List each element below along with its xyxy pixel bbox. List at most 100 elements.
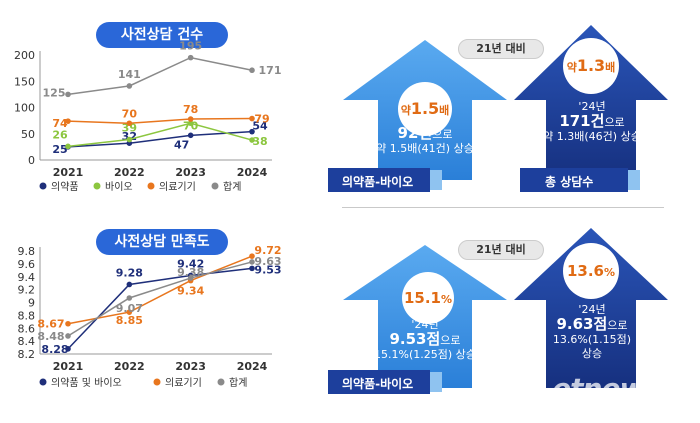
data-point: [249, 259, 255, 265]
y-tick-label: 9.8: [18, 245, 36, 258]
data-label: 8.48: [37, 330, 64, 343]
data-point: [65, 320, 71, 327]
label-bar-top-left: [328, 168, 430, 192]
label-bottom-left: 의약품-바이오: [342, 377, 414, 391]
data-label: 70: [183, 119, 199, 132]
data-point: [187, 275, 194, 281]
text-top-right: '24년 171건으로 약 1.3배(46건) 상승: [543, 100, 641, 143]
legend-label: 의료기기: [165, 377, 202, 389]
data-point: [126, 136, 133, 143]
data-point: [249, 137, 255, 143]
data-label: 195: [179, 40, 202, 53]
y-tick-label: 200: [14, 49, 35, 62]
data-point: [126, 281, 133, 288]
text-bottom-right: '24년 9.63점으로 13.6%(1.15점) 상승: [552, 303, 632, 360]
data-label: 39: [122, 122, 137, 135]
y-tick-label: 8.6: [18, 322, 36, 335]
x-tick-label: 2022: [114, 166, 145, 179]
data-label: 47: [174, 138, 189, 151]
y-tick-label: 9.2: [18, 284, 36, 297]
watermark-logo: etnews: [552, 372, 661, 405]
section-divider: [342, 207, 664, 208]
y-tick-label: 8.2: [18, 348, 36, 361]
label-top-left: 의약품-바이오: [342, 175, 414, 189]
y-tick-label: 8.8: [18, 309, 36, 322]
compare-badge-top: 21년 대비: [458, 39, 544, 59]
data-label: 9.53: [254, 263, 281, 276]
data-point: [187, 116, 194, 122]
data-label: 8.28: [41, 343, 68, 356]
legend-marker: [211, 182, 219, 190]
data-point: [65, 91, 71, 98]
data-label: 38: [252, 135, 267, 148]
label-bar-bottom-left: [328, 370, 430, 394]
data-label: 141: [118, 68, 141, 81]
chart2-title: 사전상담 만족도: [96, 229, 228, 255]
legend-label: 의약품: [51, 181, 79, 193]
data-label: 9.07: [116, 302, 143, 315]
data-label: 25: [52, 143, 67, 156]
data-point: [187, 132, 194, 139]
x-tick-label: 2023: [175, 360, 206, 373]
series-line-1: [67, 122, 253, 148]
data-label: 74: [52, 117, 68, 130]
data-label: 78: [183, 103, 198, 116]
label-bar-top-right: [520, 168, 628, 192]
series-line-2: [67, 117, 253, 125]
data-label: 171: [259, 64, 282, 77]
badge-top-left: 약1.5배: [398, 82, 452, 136]
data-label: 9.28: [116, 266, 143, 279]
text-bottom-left: '24년 9.53점으로 15.1%(1.25점) 상승: [374, 318, 476, 361]
legend-label: 바이오: [105, 181, 133, 193]
y-tick-label: 8.4: [18, 335, 36, 348]
data-label: 54: [252, 120, 268, 133]
data-label: 9.72: [254, 244, 281, 257]
x-tick-label: 2022: [114, 360, 145, 373]
x-tick-label: 2023: [175, 166, 206, 179]
data-point: [65, 333, 71, 339]
text-top-left: '24년 92건으로 약 1.5배(41건) 상승: [376, 112, 474, 155]
series-line-2: [67, 261, 253, 337]
data-label: 70: [122, 107, 138, 120]
legend-marker: [39, 378, 47, 386]
data-point: [249, 253, 255, 259]
legend-marker: [93, 182, 101, 190]
data-point: [126, 309, 133, 315]
badge-bottom-right: 13.6%: [563, 243, 619, 299]
data-point: [187, 120, 194, 127]
data-label: 26: [52, 128, 68, 141]
y-tick-label: 100: [14, 102, 35, 115]
y-tick-label: 9.6: [18, 258, 36, 271]
legend-marker: [39, 182, 47, 190]
legend-marker: [153, 378, 161, 386]
y-tick-label: 9.4: [18, 271, 36, 284]
badge-bottom-left: 15.1%: [402, 272, 454, 324]
badge-top-right: 약1.3배: [563, 38, 619, 94]
x-tick-label: 2021: [53, 166, 84, 179]
data-point: [65, 346, 71, 352]
data-label: 9.42: [177, 257, 204, 270]
data-point: [249, 265, 255, 272]
data-label: 8.67: [37, 318, 64, 331]
data-point: [126, 83, 133, 89]
data-label: 79: [254, 113, 269, 126]
data-point: [65, 143, 71, 150]
y-tick-label: 9: [28, 297, 35, 310]
data-point: [126, 295, 133, 301]
data-label: 8.85: [116, 314, 143, 327]
data-label: 9.34: [177, 285, 204, 298]
y-tick-label: 0: [28, 154, 35, 167]
chart1-title: 사전상담 건수: [96, 22, 228, 48]
legend-label: 의약품 및 바이오: [51, 377, 122, 389]
data-point: [249, 67, 255, 74]
legend-marker: [217, 378, 225, 386]
data-point: [249, 128, 255, 135]
legend-label: 합계: [223, 181, 241, 193]
data-label: 9.38: [177, 266, 204, 279]
data-point: [187, 54, 194, 61]
data-point: [126, 120, 133, 127]
legend-label: 합계: [229, 377, 247, 389]
